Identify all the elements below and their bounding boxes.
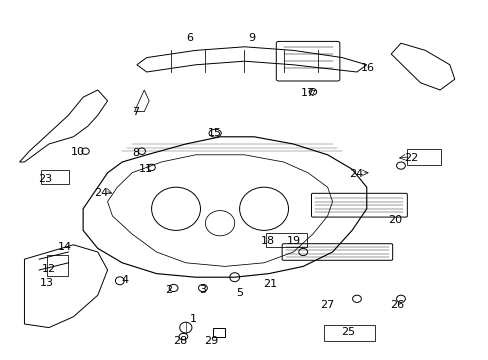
Text: 13: 13 xyxy=(40,278,53,288)
Text: 21: 21 xyxy=(263,279,277,289)
Text: 2: 2 xyxy=(165,285,172,295)
Text: 3: 3 xyxy=(199,285,206,295)
Text: 1: 1 xyxy=(189,314,196,324)
Text: 28: 28 xyxy=(172,336,187,346)
Text: 27: 27 xyxy=(320,300,334,310)
Text: 17: 17 xyxy=(301,88,314,98)
Bar xyxy=(212,328,224,337)
Text: 25: 25 xyxy=(341,327,354,337)
Text: 24: 24 xyxy=(94,188,109,198)
Text: 10: 10 xyxy=(71,147,85,157)
Text: 7: 7 xyxy=(132,107,139,117)
Text: 19: 19 xyxy=(286,236,300,246)
Text: 24: 24 xyxy=(348,169,363,179)
Text: 11: 11 xyxy=(139,164,152,174)
Text: 8: 8 xyxy=(132,148,139,158)
Text: 29: 29 xyxy=(203,336,218,346)
Text: 20: 20 xyxy=(387,215,401,225)
Text: 15: 15 xyxy=(208,128,222,138)
Text: 9: 9 xyxy=(248,33,255,43)
Text: 16: 16 xyxy=(360,63,374,73)
Text: 22: 22 xyxy=(403,153,417,163)
Text: 23: 23 xyxy=(38,174,52,184)
Text: 6: 6 xyxy=(186,33,193,43)
Text: 4: 4 xyxy=(121,275,128,285)
Text: 12: 12 xyxy=(42,264,56,274)
Text: 14: 14 xyxy=(58,242,72,252)
Text: 18: 18 xyxy=(261,236,274,246)
Text: 26: 26 xyxy=(389,300,403,310)
Text: 5: 5 xyxy=(236,288,243,298)
